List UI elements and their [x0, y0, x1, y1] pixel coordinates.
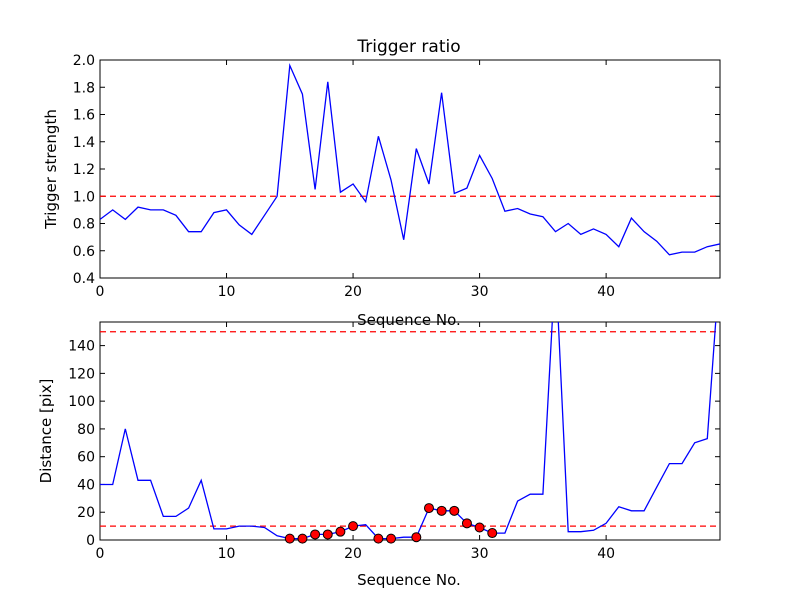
y-tick-label: 0.4 [73, 271, 95, 287]
series-line [100, 322, 717, 540]
data-point-marker [310, 529, 321, 540]
y-tick-label: 1.4 [73, 135, 95, 151]
x-tick-label: 20 [344, 284, 362, 300]
data-point-marker [373, 533, 384, 544]
x-tick-label: 40 [597, 284, 615, 300]
y-tick-label: 1.0 [73, 189, 95, 205]
x-tick-label: 20 [344, 546, 362, 562]
data-point-marker [436, 505, 447, 516]
data-point-marker [461, 518, 472, 529]
x-tick-label: 30 [471, 284, 489, 300]
trigger-ratio-subplot: Trigger ratio Sequence No. Trigger stren… [42, 37, 721, 329]
data-point-marker [487, 528, 498, 539]
y-tick-label: 80 [77, 422, 95, 438]
y-tick-label: 20 [77, 505, 95, 521]
axes-frame [99, 59, 721, 279]
data-point-marker [348, 521, 359, 532]
chart-title: Trigger ratio [356, 37, 460, 57]
y-tick-label: 1.8 [73, 80, 95, 96]
y-tick-label: 0.6 [73, 244, 95, 260]
y-tick-label: 0.8 [73, 217, 95, 233]
y-tick-label: 40 [77, 477, 95, 493]
y-tick-label: 1.6 [73, 108, 95, 124]
x-axis-label: Sequence No. [357, 571, 461, 589]
data-point-marker [474, 522, 485, 533]
x-axis-label: Sequence No. [357, 311, 461, 329]
data-point-marker [449, 505, 460, 516]
data-point-marker [411, 532, 422, 543]
y-tick-label: 0 [86, 533, 95, 549]
data-point-marker [423, 503, 434, 514]
data-point-marker [322, 529, 333, 540]
data-point-marker [386, 533, 397, 544]
y-axis-label: Trigger strength [42, 109, 60, 230]
y-axis-label: Distance [pix] [37, 379, 55, 484]
x-tick-label: 0 [96, 284, 105, 300]
y-tick-label: 60 [77, 450, 95, 466]
series-line [100, 62, 720, 256]
y-tick-label: 1.2 [73, 162, 95, 178]
x-tick-label: 30 [471, 546, 489, 562]
x-tick-label: 10 [218, 546, 236, 562]
axes-frame [99, 321, 721, 541]
x-tick-label: 40 [597, 546, 615, 562]
plot-area [100, 322, 717, 540]
data-point-marker [297, 533, 308, 544]
x-tick-label: 0 [96, 546, 105, 562]
data-point-marker [284, 533, 295, 544]
y-tick-label: 100 [68, 394, 95, 410]
plot-area [100, 62, 720, 256]
distance-subplot: Sequence No. Distance [pix] 0 10 20 30 40 0 20… [37, 321, 721, 589]
data-point-marker [335, 526, 346, 537]
y-tick-label: 2.0 [73, 53, 95, 69]
y-tick-label: 120 [68, 366, 95, 382]
y-tick-label: 140 [68, 339, 95, 355]
x-tick-label: 10 [218, 284, 236, 300]
